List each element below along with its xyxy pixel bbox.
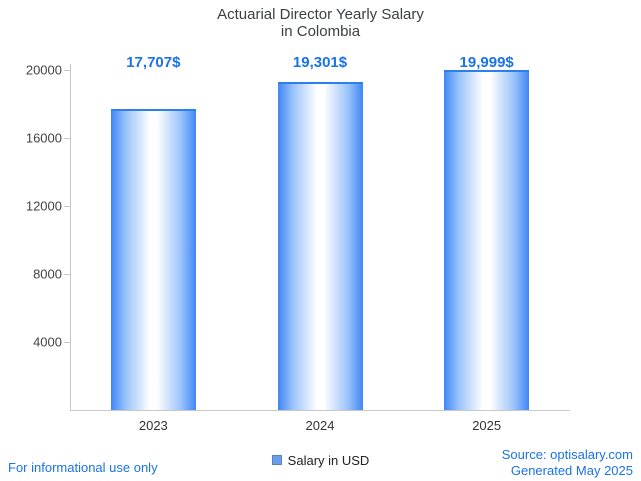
bar-value-label-2024: 19,301$ (292, 54, 348, 71)
bar-2023 (110, 108, 196, 410)
footer-generated: Generated May 2025 (510, 463, 633, 478)
y-axis-tick-mark (64, 342, 70, 343)
y-axis-tick-label: 16000 (25, 130, 62, 146)
legend-label: Salary in USD (287, 452, 370, 468)
bar-2025 (444, 70, 530, 410)
y-axis-tick-label: 20000 (25, 62, 62, 78)
x-axis-label-2023: 2023 (138, 418, 168, 433)
footer-source-link[interactable]: Source: optisalary.com (501, 447, 633, 462)
bar-value-label-2023: 17,707$ (126, 54, 181, 71)
y-axis-tick-mark (64, 70, 70, 71)
legend: Salary in USD (0, 452, 641, 470)
y-axis-tick-mark (64, 274, 70, 275)
x-axis-line (70, 410, 570, 411)
bar-value-label-2025: 19,999$ (459, 54, 514, 71)
chart-title-line1: Actuarial Director Yearly Salary (217, 6, 424, 23)
x-axis-label-2024: 2024 (305, 418, 335, 433)
y-axis-tick-label: 4000 (33, 334, 62, 350)
legend-item: Salary in USD (271, 452, 370, 468)
chart-title-line2: in Colombia (280, 23, 361, 40)
legend-swatch-icon (271, 455, 282, 465)
y-axis-tick-label: 12000 (25, 198, 62, 214)
x-axis-label-2025: 2025 (472, 418, 502, 433)
footer-disclaimer: For informational use only (8, 460, 158, 475)
y-axis-tick-mark (64, 138, 70, 139)
y-axis-line (70, 64, 71, 411)
y-axis-tick-label: 8000 (33, 266, 62, 282)
bar-2024 (277, 81, 363, 410)
y-axis-tick-mark (64, 206, 70, 207)
